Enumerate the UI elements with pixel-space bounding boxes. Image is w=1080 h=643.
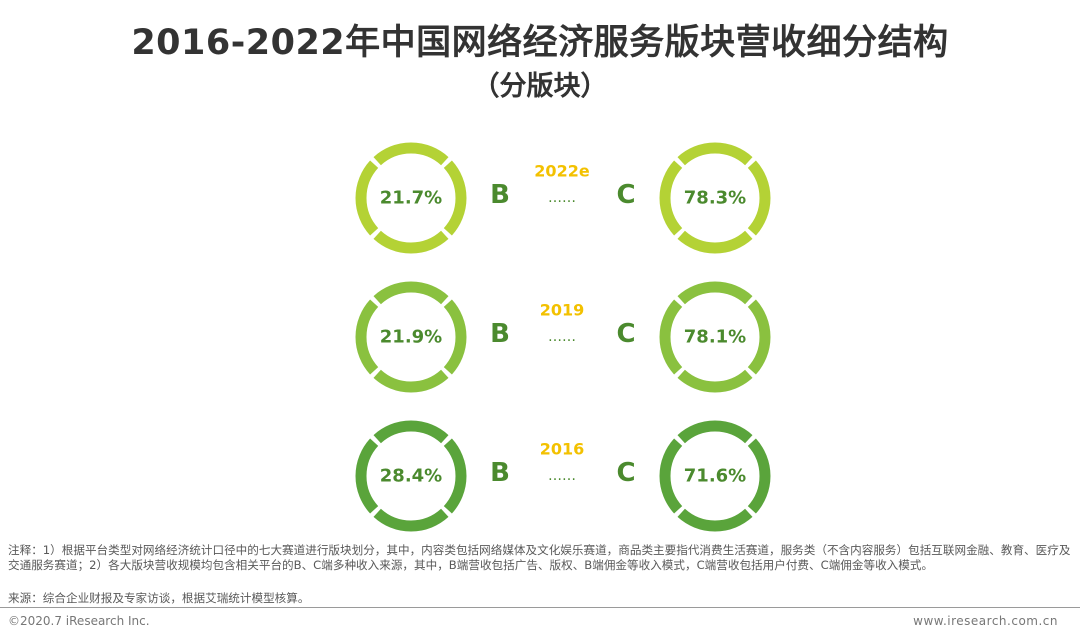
b-ring-2019-segment xyxy=(355,299,379,375)
c-series-label: C xyxy=(616,458,635,488)
c-series-label: C xyxy=(616,180,635,210)
b-ring-2022e-segment xyxy=(373,142,449,166)
year-label: 2022e xyxy=(534,162,590,181)
c-ring-2022e-segment xyxy=(747,160,771,236)
c-ring-2019-segment xyxy=(677,281,753,305)
c-ring-2022e-segment xyxy=(659,160,683,236)
c-ring-2022e-segment xyxy=(677,230,753,254)
year-label: 2019 xyxy=(540,301,585,320)
copyright: ©2020.7 iResearch Inc. xyxy=(8,614,150,628)
dotted-connector: …… xyxy=(548,190,576,206)
b-ring-2016-segment xyxy=(373,508,449,532)
b-ring-2022e-segment xyxy=(373,230,449,254)
b-ring-2019-segment xyxy=(443,299,467,375)
ring-chart: 21.7% 78.3% B C 2022e …… 21.9% 78.1% B C 2019 …… 28.… xyxy=(355,142,771,532)
c-share-label: 71.6% xyxy=(684,466,746,487)
c-ring-2016-segment xyxy=(677,508,753,532)
b-share-label: 28.4% xyxy=(380,466,442,487)
year-label: 2016 xyxy=(540,440,585,459)
c-ring-2016-segment xyxy=(677,420,753,444)
page-subtitle: （分版块） xyxy=(472,71,608,102)
b-share-label: 21.9% xyxy=(380,327,442,348)
dotted-connector: …… xyxy=(548,468,576,484)
footer-divider xyxy=(0,607,1080,608)
c-ring-2019-segment xyxy=(677,369,753,393)
b-series-label: B xyxy=(490,458,510,488)
dotted-connector: …… xyxy=(548,329,576,345)
c-ring-2016-segment xyxy=(747,438,771,514)
c-ring-2022e-segment xyxy=(677,142,753,166)
c-share-label: 78.1% xyxy=(684,327,746,348)
c-share-label: 78.3% xyxy=(684,188,746,209)
b-ring-2016-segment xyxy=(373,420,449,444)
footnote: 注释：1）根据平台类型对网络经济统计口径中的七大赛道进行版块划分，其中，内容类包… xyxy=(8,543,1071,572)
source-note: 来源：综合企业财报及专家访谈，根据艾瑞统计模型核算。 xyxy=(8,591,310,605)
b-share-label: 21.7% xyxy=(380,188,442,209)
b-ring-2019-segment xyxy=(373,369,449,393)
b-ring-2022e-segment xyxy=(443,160,467,236)
c-ring-2019-segment xyxy=(747,299,771,375)
b-ring-2016-segment xyxy=(443,438,467,514)
b-ring-2019-segment xyxy=(373,281,449,305)
c-ring-2016-segment xyxy=(659,438,683,514)
b-ring-2022e-segment xyxy=(355,160,379,236)
b-series-label: B xyxy=(490,319,510,349)
c-series-label: C xyxy=(616,319,635,349)
page-title: 2016-2022年中国网络经济服务版块营收细分结构 xyxy=(131,23,949,63)
b-ring-2016-segment xyxy=(355,438,379,514)
c-ring-2019-segment xyxy=(659,299,683,375)
b-series-label: B xyxy=(490,180,510,210)
website-link[interactable]: www.iresearch.com.cn xyxy=(913,614,1058,628)
